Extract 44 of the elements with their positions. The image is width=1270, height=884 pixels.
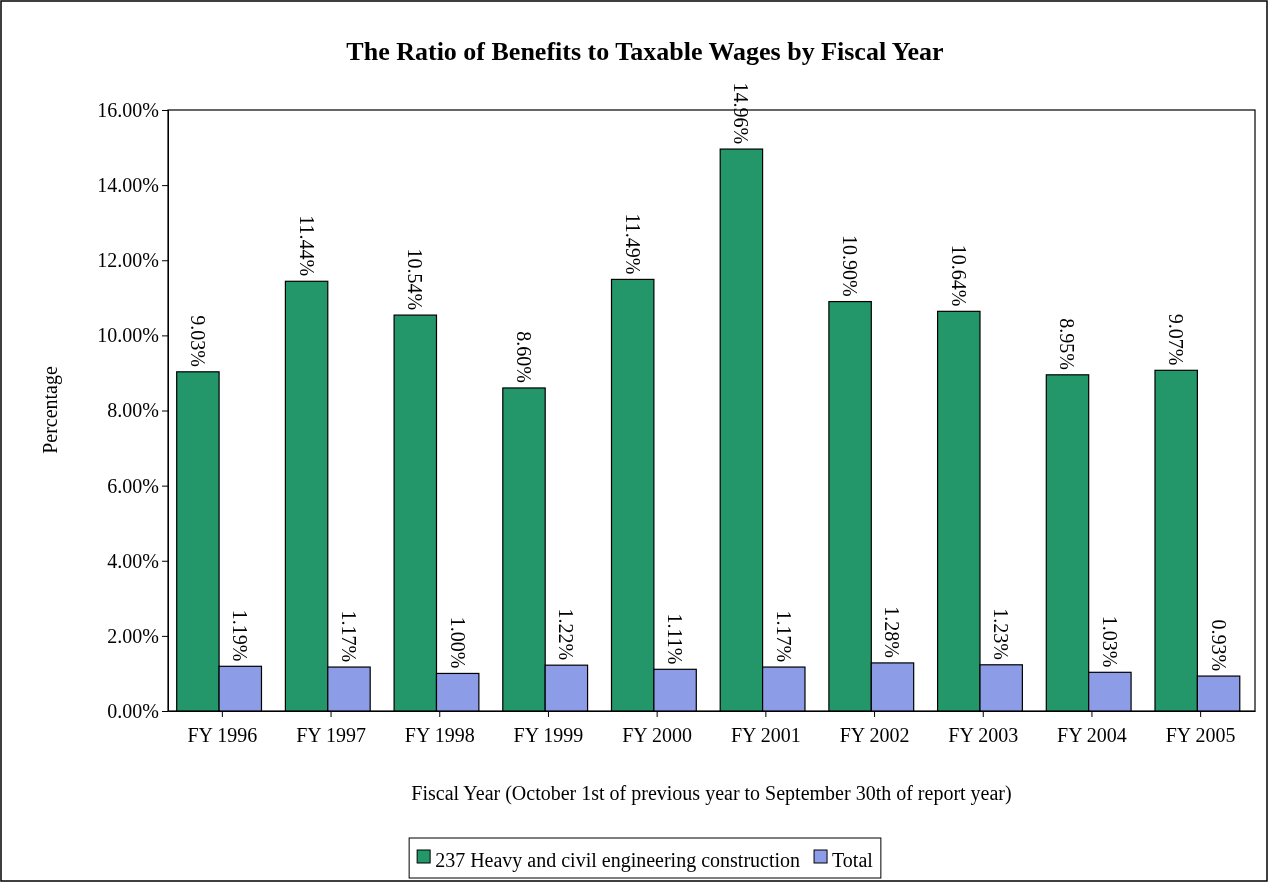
data-label: 9.07%: [1165, 313, 1188, 366]
data-label: 1.11%: [664, 613, 687, 665]
y-tick-label: 4.00%: [107, 549, 159, 572]
y-tick-label: 2.00%: [107, 624, 159, 647]
legend-label: 237 Heavy and civil engineering construction: [435, 848, 801, 872]
data-label: 14.96%: [730, 82, 753, 145]
data-label: 1.22%: [555, 608, 578, 661]
x-tick-label: FY 2003: [948, 724, 1019, 746]
x-tick-label: FY 1998: [404, 724, 475, 746]
x-axis-title: Fiscal Year (October 1st of previous year to September 30th of report year): [411, 782, 1012, 805]
data-label: 1.17%: [337, 610, 360, 663]
data-label: 1.28%: [881, 606, 904, 658]
data-label: 1.17%: [772, 610, 795, 663]
x-tick-label: FY 2000: [622, 724, 693, 746]
data-label: 1.19%: [229, 609, 252, 662]
x-tick-label: FY 1996: [187, 724, 258, 746]
x-tick-label: FY 2001: [730, 724, 801, 746]
data-label: 0.93%: [1207, 619, 1230, 672]
data-label: 1.03%: [1098, 615, 1121, 668]
x-tick-label: FY 1999: [513, 724, 584, 746]
data-label: 8.95%: [1056, 318, 1079, 370]
data-label: 10.54%: [404, 248, 427, 311]
x-tick-label: FY 2005: [1165, 724, 1236, 746]
data-label: 9.03%: [186, 315, 209, 367]
y-tick-label: 12.00%: [97, 249, 159, 272]
x-tick-label: FY 2002: [839, 724, 910, 746]
data-label: 8.60%: [512, 331, 535, 383]
data-label: 10.90%: [839, 234, 862, 297]
y-tick-label: 10.00%: [97, 324, 159, 347]
y-tick-label: 16.00%: [97, 98, 159, 121]
y-tick-label: 14.00%: [97, 174, 159, 197]
x-tick-label: FY 1997: [296, 724, 366, 746]
data-label: 11.44%: [295, 215, 318, 277]
data-label: 10.64%: [947, 244, 970, 307]
legend-label: Total: [832, 848, 874, 871]
data-label: 11.49%: [621, 213, 644, 275]
y-axis-title: Percentage: [39, 366, 62, 454]
data-label: 1.23%: [990, 608, 1013, 660]
x-tick-label: FY 2004: [1057, 724, 1127, 746]
chart-title: The Ratio of Benefits to Taxable Wages by Fiscal Year: [346, 37, 944, 66]
y-tick-label: 6.00%: [107, 474, 159, 497]
data-label: 1.00%: [446, 616, 469, 669]
y-tick-label: 0.00%: [107, 699, 159, 722]
y-tick-label: 8.00%: [107, 399, 159, 422]
